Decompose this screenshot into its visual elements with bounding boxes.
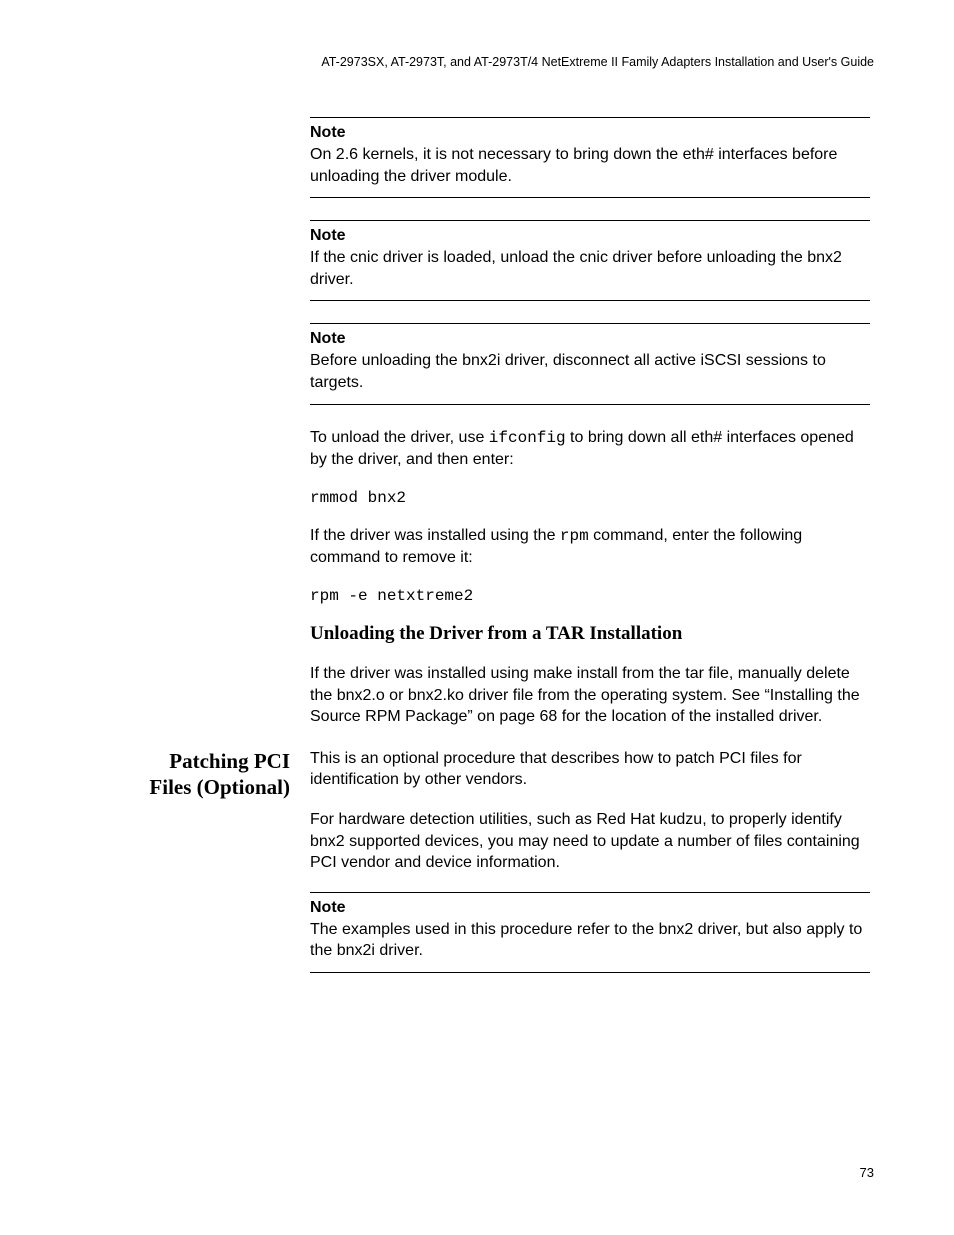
subheading-unloading-tar: Unloading the Driver from a TAR Installa… — [310, 623, 870, 645]
note-label: Note — [310, 899, 870, 917]
inline-command: ifconfig — [489, 429, 566, 447]
text-fragment: To unload the driver, use — [310, 429, 489, 446]
section-para-2: For hardware detection utilities, such a… — [310, 809, 870, 874]
note-block-2: Note If the cnic driver is loaded, unloa… — [310, 220, 870, 301]
header-text: AT-2973SX, AT-2973T, and AT-2973T/4 NetE… — [321, 55, 874, 69]
note-label: Note — [310, 227, 870, 245]
note-text: The examples used in this procedure refe… — [310, 919, 870, 962]
page: AT-2973SX, AT-2973T, and AT-2973T/4 NetE… — [0, 0, 954, 1235]
page-number: 73 — [860, 1165, 874, 1180]
side-title-line: Files (Optional) — [149, 775, 290, 799]
unload-paragraph: To unload the driver, use ifconfig to br… — [310, 427, 870, 471]
command-rpm-e: rpm -e netxtreme2 — [310, 587, 870, 605]
text-fragment: If the driver was installed using the — [310, 527, 560, 544]
inline-command: rpm — [560, 527, 589, 545]
note-label: Note — [310, 124, 870, 142]
section-para-1: This is an optional procedure that descr… — [310, 748, 870, 791]
section-patching-pci: Patching PCI Files (Optional) This is an… — [80, 748, 874, 995]
note-text: Before unloading the bnx2i driver, disco… — [310, 350, 870, 393]
rpm-paragraph: If the driver was installed using the rp… — [310, 525, 870, 569]
note-block-4: Note The examples used in this procedure… — [310, 892, 870, 973]
side-title-line: Patching PCI — [169, 749, 290, 773]
note-block-1: Note On 2.6 kernels, it is not necessary… — [310, 117, 870, 198]
command-rmmod: rmmod bnx2 — [310, 489, 870, 507]
tar-paragraph: If the driver was installed using make i… — [310, 663, 870, 728]
note-label: Note — [310, 330, 870, 348]
note-text: On 2.6 kernels, it is not necessary to b… — [310, 144, 870, 187]
section-side-title: Patching PCI Files (Optional) — [80, 748, 310, 995]
note-text: If the cnic driver is loaded, unload the… — [310, 247, 870, 290]
section-body: This is an optional procedure that descr… — [310, 748, 870, 995]
page-header: AT-2973SX, AT-2973T, and AT-2973T/4 NetE… — [80, 55, 874, 69]
note-block-3: Note Before unloading the bnx2i driver, … — [310, 323, 870, 404]
main-column: Note On 2.6 kernels, it is not necessary… — [310, 117, 870, 728]
